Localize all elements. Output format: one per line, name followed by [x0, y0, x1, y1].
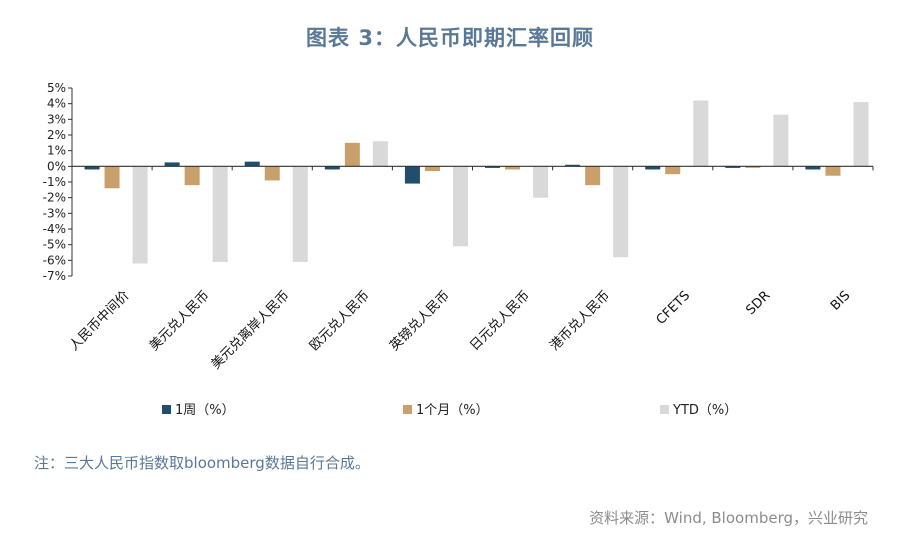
legend-swatch	[162, 405, 171, 414]
y-tick-label: -3%	[43, 206, 66, 220]
footnote: 注：三大人民币指数取bloomberg数据自行合成。	[34, 454, 370, 472]
category-label: SDR	[743, 288, 773, 318]
bar	[825, 166, 841, 176]
y-tick-label: -6%	[43, 253, 66, 267]
bar	[665, 166, 681, 175]
legend-label: YTD（%）	[672, 403, 737, 418]
y-tick-label: 1%	[47, 144, 66, 158]
bar	[585, 166, 601, 186]
category-label: 日元兑人民币	[467, 288, 533, 354]
bar	[104, 166, 120, 189]
legend-label: 1个月（%）	[416, 403, 489, 418]
bar	[292, 166, 308, 262]
bar	[745, 166, 761, 168]
legend-swatch	[403, 405, 412, 414]
category-label: CFETS	[654, 288, 694, 328]
bars	[84, 100, 869, 264]
y-tick-label: 5%	[47, 81, 66, 95]
legend-label: 1周（%）	[175, 403, 235, 418]
bar	[84, 166, 100, 170]
category-label: 美元兑离岸人民币	[208, 288, 293, 373]
category-label: 港币兑人民币	[547, 288, 613, 354]
bar	[693, 100, 709, 167]
legend-swatch	[660, 405, 669, 414]
category-label: BIS	[828, 288, 853, 313]
bar	[264, 166, 280, 181]
y-tick-label: 3%	[47, 112, 66, 126]
bar	[164, 162, 180, 167]
bar	[424, 166, 440, 172]
y-tick-label: 0%	[47, 159, 66, 173]
bar	[324, 166, 340, 170]
bar	[452, 166, 468, 247]
bar	[773, 114, 789, 167]
y-tick-label: -4%	[43, 222, 66, 236]
bar	[212, 166, 228, 262]
bar	[372, 141, 388, 167]
category-label: 英镑兑人民币	[386, 288, 452, 354]
y-tick-label: -5%	[43, 238, 66, 252]
bar	[613, 166, 629, 258]
y-tick-label: -2%	[43, 191, 66, 205]
chart-title: 图表 3：人民币即期汇率回顾	[306, 26, 594, 50]
bar	[184, 166, 200, 186]
bar	[725, 166, 741, 168]
y-tick-label: -1%	[43, 175, 66, 189]
bar	[505, 166, 521, 170]
category-label: 美元兑人民币	[147, 288, 213, 354]
y-tick-label: 4%	[47, 97, 66, 111]
bar	[645, 166, 661, 170]
bar	[565, 164, 581, 167]
bar	[805, 166, 821, 170]
category-label: 欧元兑人民币	[307, 288, 373, 354]
legend: 1周（%） 1个月（%） YTD（%）	[162, 403, 737, 418]
y-tick-label: -7%	[43, 269, 66, 283]
bar	[244, 161, 260, 167]
source-note: 资料来源：Wind, Bloomberg，兴业研究	[589, 509, 868, 527]
category-label: 人民币中间价	[67, 288, 133, 354]
y-tick-label: 2%	[47, 128, 66, 142]
bar	[344, 142, 360, 167]
bar	[132, 166, 148, 264]
bar	[853, 102, 869, 167]
bar	[533, 166, 549, 198]
y-axis: 5% 4%3% 2% 1%0% -1% -2%-3% -4% -5%-6% -7%	[43, 81, 73, 283]
bar	[485, 166, 501, 168]
bar	[404, 166, 420, 184]
